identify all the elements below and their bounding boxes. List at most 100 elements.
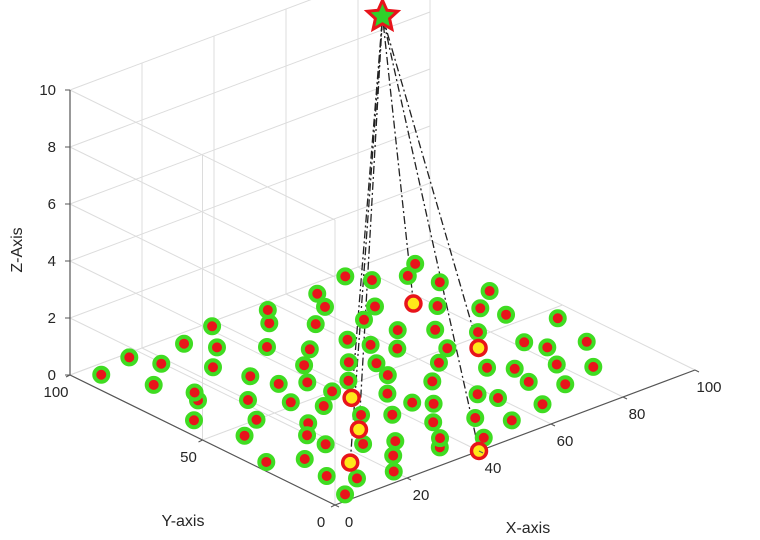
sensor-node: [175, 334, 194, 353]
sensor-node: [316, 435, 335, 454]
sensor-node: [584, 357, 603, 376]
sensor-node: [403, 393, 422, 412]
x-tick-label: 60: [557, 433, 574, 450]
sensor-node: [354, 435, 373, 453]
link-line: [358, 16, 384, 430]
sensor-node: [208, 338, 226, 357]
sensor-node: [92, 365, 111, 384]
grid-layer: [69, 0, 696, 506]
z-tick-label: 10: [39, 82, 56, 99]
cluster-head-node: [340, 453, 360, 472]
sensor-node: [426, 320, 445, 339]
x-axis-label: X-axis: [506, 520, 550, 537]
sensor-node: [204, 358, 222, 377]
x-tick-mark: [406, 477, 412, 481]
sensor-node: [502, 411, 521, 430]
cluster-head-node: [404, 294, 423, 313]
y-tick-label: 100: [43, 384, 68, 401]
sensor-node: [384, 462, 403, 481]
sensor-node: [308, 284, 327, 303]
cluster-head-node: [342, 388, 361, 408]
y-tick-mark: [198, 439, 203, 443]
sensor-node: [203, 317, 222, 336]
sensor-node: [366, 297, 384, 316]
sensor-node: [363, 271, 381, 290]
sensor-node: [424, 413, 443, 432]
z-tick-label: 4: [48, 253, 56, 270]
sensor-node: [466, 409, 485, 427]
sensor-node: [378, 366, 397, 385]
x-tick-mark: [622, 396, 628, 400]
sensor-node: [314, 397, 333, 415]
cluster-head-node: [349, 420, 369, 439]
sensor-node: [144, 375, 163, 394]
sensor-node: [185, 411, 203, 430]
sensor-node: [258, 338, 276, 356]
sensor-node: [235, 426, 254, 445]
y-axis-label: Y-axis: [162, 513, 205, 530]
sensor-node: [468, 385, 487, 404]
sensor-node: [383, 405, 402, 424]
sensor-node: [152, 354, 171, 373]
sensor-node: [424, 394, 443, 413]
sensor-node: [378, 384, 397, 403]
x-tick-mark: [478, 450, 484, 454]
sink-layer: [363, 0, 402, 33]
sink-star-marker: [363, 0, 402, 33]
x-tick-mark: [550, 423, 556, 427]
sensor-node: [352, 405, 371, 424]
sensor-node: [538, 338, 557, 357]
sensor-node: [295, 450, 314, 468]
sensor-node: [298, 373, 317, 392]
link-layer: [349, 16, 480, 463]
sensor-node: [533, 395, 552, 414]
sensor-node: [355, 310, 373, 329]
node-layer: [92, 254, 603, 504]
link-line: [381, 16, 480, 452]
sensor-node: [577, 332, 596, 351]
z-tick-label: 8: [48, 139, 56, 156]
sensor-node: [258, 301, 277, 319]
x-axis-line: [334, 369, 696, 506]
sensor-node: [497, 305, 516, 324]
z-tick-label: 2: [48, 310, 56, 327]
sensor-node: [438, 339, 457, 358]
x-tick-label: 0: [345, 514, 353, 531]
x-tick-label: 100: [696, 379, 721, 396]
sensor-node: [317, 467, 336, 485]
sensor-node: [388, 339, 407, 358]
sensor-node: [316, 297, 334, 316]
z-tick-label: 6: [48, 196, 56, 213]
z-tick-label: 0: [48, 367, 56, 384]
sensor-node: [471, 299, 490, 318]
sensor-node: [386, 432, 405, 451]
x-tick-label: 40: [485, 460, 502, 477]
sensor-node: [428, 297, 447, 315]
x-tick-label: 80: [629, 406, 646, 423]
y-tick-label: 50: [180, 449, 197, 466]
sensor-node: [406, 254, 425, 273]
sensor-node: [423, 372, 442, 391]
axis-layer: [69, 90, 696, 506]
sensor-node: [480, 282, 499, 301]
sensor-node: [505, 359, 524, 378]
sensor-node: [489, 389, 507, 407]
sensor-node: [300, 340, 319, 359]
sensor-node: [519, 372, 538, 391]
sensor-node: [338, 330, 357, 349]
sensor-node: [361, 335, 380, 354]
grid-line: [69, 182, 431, 319]
sensor-node: [388, 321, 407, 340]
sensor-node: [367, 354, 386, 373]
sensor-node: [295, 356, 314, 375]
y-tick-mark: [330, 504, 336, 508]
link-line: [381, 16, 415, 304]
y-tick-label: 0: [317, 514, 325, 531]
sensor-node: [269, 374, 288, 393]
sensor-node: [339, 353, 358, 372]
sensor-node: [185, 383, 204, 402]
sensor-node: [257, 452, 276, 471]
sensor-node: [478, 358, 497, 377]
